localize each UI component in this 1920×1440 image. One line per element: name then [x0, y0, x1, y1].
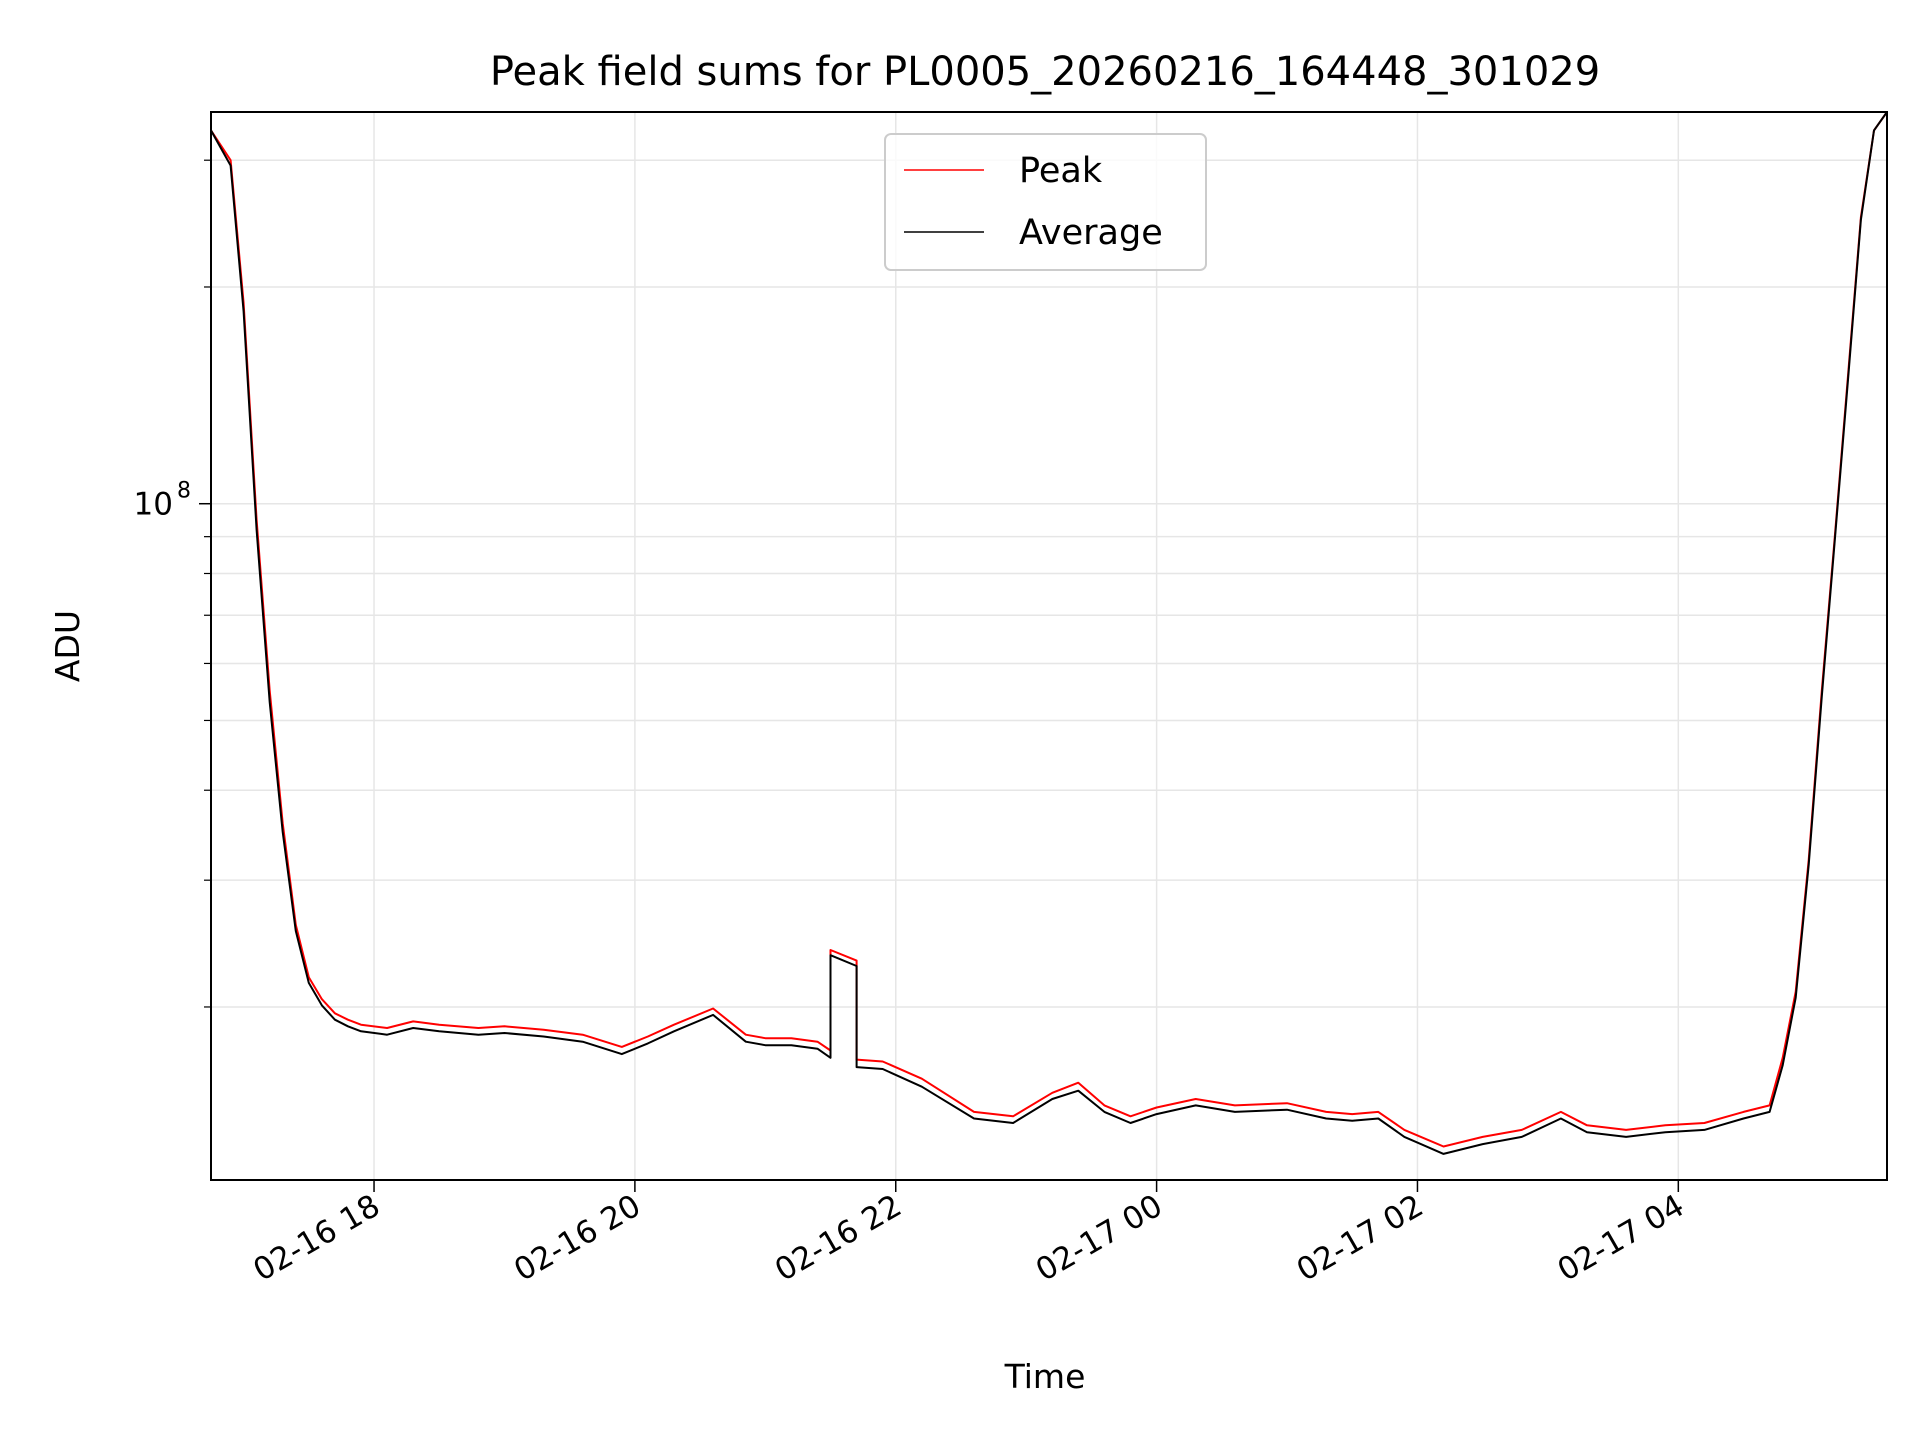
series-line-average — [211, 112, 1887, 1155]
y-axis-label: ADU — [48, 610, 87, 682]
plot-frame — [210, 111, 1888, 1181]
y-tick-label-exponent: 8 — [177, 479, 191, 504]
series-line-peak — [211, 112, 1887, 1148]
legend: Peak Average — [884, 133, 1207, 271]
chart-title: Peak field sums for PL0005_20260216_1644… — [490, 49, 1600, 95]
x-axis-label: Time — [1004, 1357, 1086, 1396]
series-group — [211, 112, 1887, 1155]
legend-box — [884, 133, 1207, 271]
legend-peak-label: Peak — [1019, 151, 1103, 191]
grid — [211, 112, 1887, 1180]
legend-average-label: Average — [1019, 213, 1163, 253]
y-tick-label: 10 — [134, 487, 173, 523]
